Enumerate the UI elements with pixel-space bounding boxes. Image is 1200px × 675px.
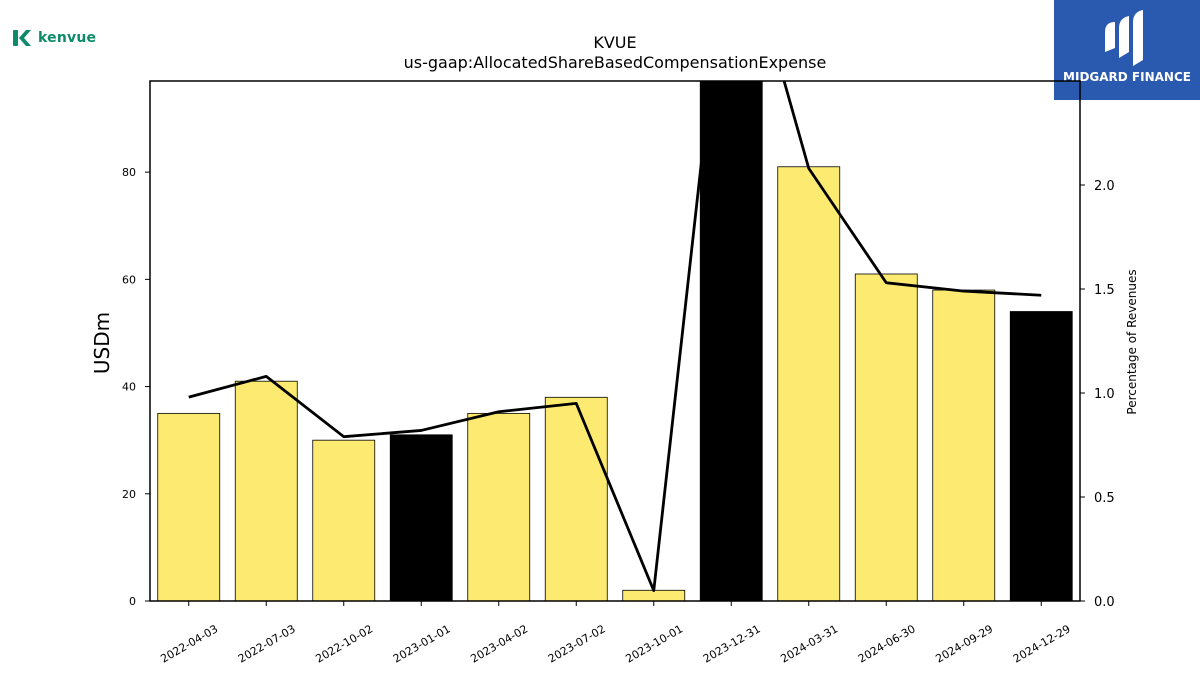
y2-tick-label-2.0: 2.0: [1094, 179, 1115, 194]
x-tick-label-2023-10-01: 2023-10-01: [623, 622, 685, 665]
x-tick-label-2022-07-03: 2022-07-03: [236, 622, 298, 665]
bar-2023-12-31: [699, 81, 763, 601]
x-tick-label-2024-12-29: 2024-12-29: [1011, 622, 1073, 665]
y-axis-label: USDm: [90, 312, 114, 374]
bar-2022-04-03: [157, 412, 221, 601]
bars-layer: [157, 81, 1073, 601]
line-layer: [188, 81, 1042, 592]
y2-tick-label-0.5: 0.5: [1094, 491, 1115, 506]
brand-right-logo: MIDGARD FINANCE: [1054, 0, 1200, 100]
bar-2023-07-02: [544, 396, 608, 601]
x-tick-label-2022-10-02: 2022-10-02: [313, 622, 375, 665]
x-tick-label-2022-04-03: 2022-04-03: [158, 622, 220, 665]
x-tick-label-2024-09-29: 2024-09-29: [933, 622, 995, 665]
x-tick-label-2024-06-30: 2024-06-30: [856, 622, 918, 665]
y-tick-label-80: 80: [122, 166, 136, 179]
bar-2023-01-01: [389, 434, 453, 601]
kenvue-logo-text: kenvue: [38, 30, 97, 46]
plot-frame: [149, 80, 1081, 602]
y-tick-label-0: 0: [129, 595, 136, 608]
y2-tick-label-1.5: 1.5: [1094, 283, 1115, 298]
x-tick-label-2023-01-01: 2023-01-01: [391, 622, 453, 665]
chart-title: KVUE: [593, 33, 636, 52]
chart-subtitle: us-gaap:AllocatedShareBasedCompensationE…: [404, 53, 827, 72]
y2-tick-label-0.0: 0.0: [1094, 595, 1115, 610]
x-tick-label-2024-03-31: 2024-03-31: [778, 622, 840, 665]
bar-2023-04-02: [467, 412, 531, 601]
revenue-percentage-line: [188, 81, 1042, 592]
midgard-logo-icon: [1105, 10, 1143, 66]
x-tick-label-2023-04-02: 2023-04-02: [468, 622, 530, 665]
bar-2024-12-29: [1009, 311, 1073, 601]
bar-2024-06-30: [854, 273, 918, 601]
bar-2022-07-03: [234, 380, 298, 601]
bar-2024-09-29: [932, 289, 996, 601]
bar-2024-03-31: [777, 166, 841, 601]
brand-left-logo: kenvue: [12, 28, 96, 48]
bar-2022-10-02: [312, 439, 376, 601]
y-tick-label-60: 60: [122, 273, 136, 286]
midgard-logo-text: MIDGARD FINANCE: [1063, 70, 1191, 84]
x-tick-label-2023-12-31: 2023-12-31: [701, 622, 763, 665]
y2-axis-label: Percentage of Revenues: [1125, 269, 1139, 414]
y-tick-label-20: 20: [122, 488, 136, 501]
y-tick-label-40: 40: [122, 381, 136, 394]
x-tick-label-2023-07-02: 2023-07-02: [546, 622, 608, 665]
kenvue-logo-icon: [13, 30, 31, 46]
y2-tick-label-1.0: 1.0: [1094, 387, 1115, 402]
